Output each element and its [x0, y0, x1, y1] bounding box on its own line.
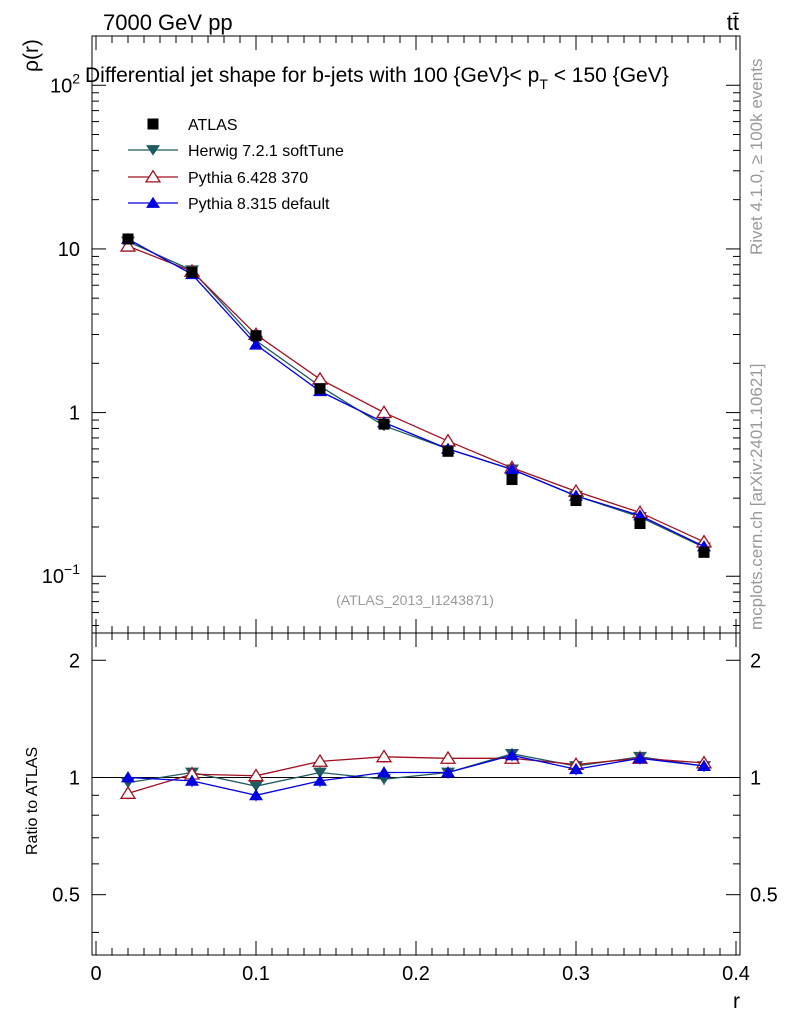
x-tick-label: 0	[90, 963, 101, 985]
ratio-line	[127, 754, 705, 796]
x-axis-title: r	[733, 990, 740, 1013]
data-point	[698, 546, 710, 558]
y-tick-label: 1	[69, 403, 80, 425]
legend: ATLAS Herwig 7.2.1 softTune Pythia 6.428 3…	[128, 117, 344, 213]
ratio-line	[127, 753, 705, 787]
ratio-point	[119, 785, 137, 799]
legend-label: Pythia 8.315 default	[188, 196, 330, 213]
data-point	[119, 238, 137, 252]
analysis-id-label: (ATLAS_2013_I1243871)	[336, 592, 494, 608]
legend-marker	[144, 169, 162, 183]
data-point	[122, 233, 134, 245]
data-point	[375, 405, 393, 419]
ratio-y-tick-label: 1	[69, 767, 80, 789]
legend-item: ATLAS	[147, 117, 238, 134]
process-label: tt̄	[727, 10, 739, 35]
data-point	[250, 330, 262, 342]
ratio-point	[249, 781, 263, 792]
series-pythia-6-428-370	[119, 238, 713, 548]
x-tick-label: 0.4	[722, 963, 750, 985]
x-tick-label: 0.2	[402, 963, 430, 985]
y-tick-label: 10−1	[42, 561, 80, 588]
series-line	[127, 240, 705, 549]
ratio-y-tick-label-right: 0.5	[750, 885, 778, 907]
y-tick-label: 102	[50, 70, 80, 97]
main-y-axis-title: ρ(r)	[20, 39, 43, 72]
data-point	[442, 445, 454, 457]
data-point	[378, 418, 390, 430]
ratio-point	[313, 767, 327, 779]
ratio-point	[697, 759, 711, 771]
ratio-point	[249, 788, 263, 801]
ratio-line	[127, 756, 705, 795]
y-tick-label: 10	[58, 239, 80, 261]
legend-marker	[146, 145, 160, 156]
legend-marker	[147, 118, 159, 130]
legend-item: Pythia 6.428 370	[128, 169, 308, 187]
legend-label: Pythia 6.428 370	[188, 170, 308, 187]
series-line	[127, 238, 705, 548]
legend-item: Herwig 7.2.1 softTune	[128, 143, 344, 160]
ratio-series-pythia-8-315-default	[121, 749, 711, 802]
series-atlas	[122, 233, 710, 558]
ratio-y-tick-label: 0.5	[52, 885, 80, 907]
legend-marker	[146, 196, 160, 208]
ratio-panel-frame	[91, 632, 741, 956]
ratio-point	[185, 774, 199, 786]
data-point	[634, 518, 646, 530]
ratio-point	[313, 774, 327, 786]
ratio-y-tick-label-right: 2	[750, 650, 761, 672]
series-pythia-8-315-default	[121, 232, 711, 552]
data-point	[633, 509, 647, 521]
x-tick-label: 0.3	[562, 963, 590, 985]
legend-label: ATLAS	[188, 117, 238, 134]
ratio-point	[121, 771, 135, 783]
ratio-point	[377, 766, 391, 778]
mcplots-credit-label: mcplots.cern.ch [arXiv:2401.10621]	[747, 364, 766, 630]
ratio-point	[311, 753, 329, 767]
ratio-point	[441, 766, 455, 778]
data-point	[249, 338, 263, 350]
ratio-y-tick-label: 2	[69, 650, 80, 672]
axis-ticks: 0 0.1 0.2 0.3 0.4 102 10 1 10−1 0.5 0.5 1 1 2 2	[42, 35, 778, 985]
series-herwig-7-2-1-softtune	[121, 236, 711, 554]
ratio-point	[633, 752, 647, 764]
ratio-y-axis-title: Ratio to ATLAS	[24, 747, 41, 855]
ratio-series-pythia-6-428-370	[119, 749, 713, 800]
ratio-point	[439, 750, 457, 764]
ratio-point	[505, 749, 519, 761]
ratio-series-herwig-7-2-1-softtune	[121, 747, 711, 793]
legend-item: Pythia 8.315 default	[128, 196, 330, 213]
ratio-y-tick-label-right: 1	[750, 767, 761, 789]
main-series	[119, 232, 713, 558]
legend-label: Herwig 7.2.1 softTune	[188, 143, 344, 160]
data-point	[314, 383, 326, 395]
plot-title: Differential jet shape for b-jets with 1…	[85, 64, 669, 92]
data-point	[186, 266, 198, 278]
ratio-point	[375, 749, 393, 763]
rivet-version-label: Rivet 4.1.0, ≥ 100k events	[747, 59, 766, 255]
data-point	[570, 495, 582, 507]
data-point	[311, 371, 329, 385]
ratio-point	[569, 762, 583, 775]
x-tick-label: 0.1	[242, 963, 270, 985]
series-line	[127, 245, 705, 543]
data-point	[505, 463, 519, 475]
energy-label: 7000 GeV pp	[103, 10, 233, 35]
ratio-series	[119, 747, 713, 802]
ratio-point	[247, 768, 265, 782]
data-point	[506, 474, 518, 486]
